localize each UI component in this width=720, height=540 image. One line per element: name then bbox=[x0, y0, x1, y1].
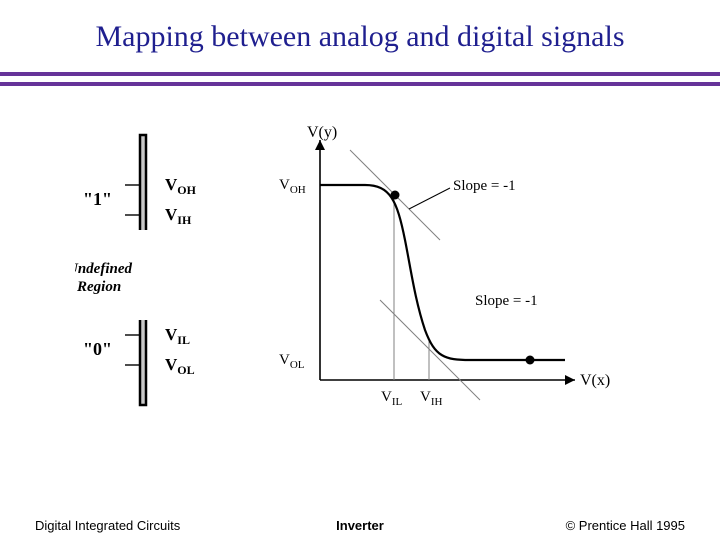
left-diagram: "1" VOH VIH Undefined Region "0" VIL VOL bbox=[75, 135, 197, 405]
label-vih: VIH bbox=[165, 205, 192, 227]
dot-1 bbox=[391, 191, 400, 200]
slope-1-label: Slope = -1 bbox=[453, 178, 516, 194]
footer-right: © Prentice Hall 1995 bbox=[566, 518, 685, 533]
label-logic-1: "1" bbox=[83, 189, 112, 209]
rule-bottom bbox=[0, 82, 720, 86]
xlabel-vih: VIH bbox=[420, 389, 443, 408]
label-voh: VOH bbox=[165, 175, 197, 197]
y-axis-label: V(y) bbox=[307, 125, 337, 141]
figure-svg: "1" VOH VIH Undefined Region "0" VIL VOL… bbox=[75, 125, 645, 425]
label-logic-0: "0" bbox=[83, 339, 112, 359]
label-undefined-1: Undefined bbox=[75, 261, 132, 277]
slide-title: Mapping between analog and digital signa… bbox=[0, 20, 720, 54]
right-diagram: V(x) V(y) VOH VOL VIL VIH Slope = -1 Slo… bbox=[279, 125, 610, 408]
rule-top bbox=[0, 72, 720, 76]
slope-1-pointer bbox=[409, 188, 450, 209]
x-axis-label: V(x) bbox=[580, 372, 610, 389]
dot-2 bbox=[526, 356, 535, 365]
xlabel-vil: VIL bbox=[381, 389, 403, 408]
undefined-region bbox=[138, 230, 148, 320]
label-vol: VOL bbox=[165, 355, 195, 377]
label-vil: VIL bbox=[165, 325, 190, 347]
y-axis-arrow bbox=[315, 140, 325, 150]
tangent-2 bbox=[380, 300, 480, 400]
ylabel-voh: VOH bbox=[279, 177, 306, 196]
label-undefined-2: Region bbox=[76, 279, 121, 295]
vtc-curve bbox=[320, 185, 565, 360]
x-axis-arrow bbox=[565, 375, 575, 385]
slope-2-label: Slope = -1 bbox=[475, 293, 538, 309]
ylabel-vol: VOL bbox=[279, 352, 305, 371]
